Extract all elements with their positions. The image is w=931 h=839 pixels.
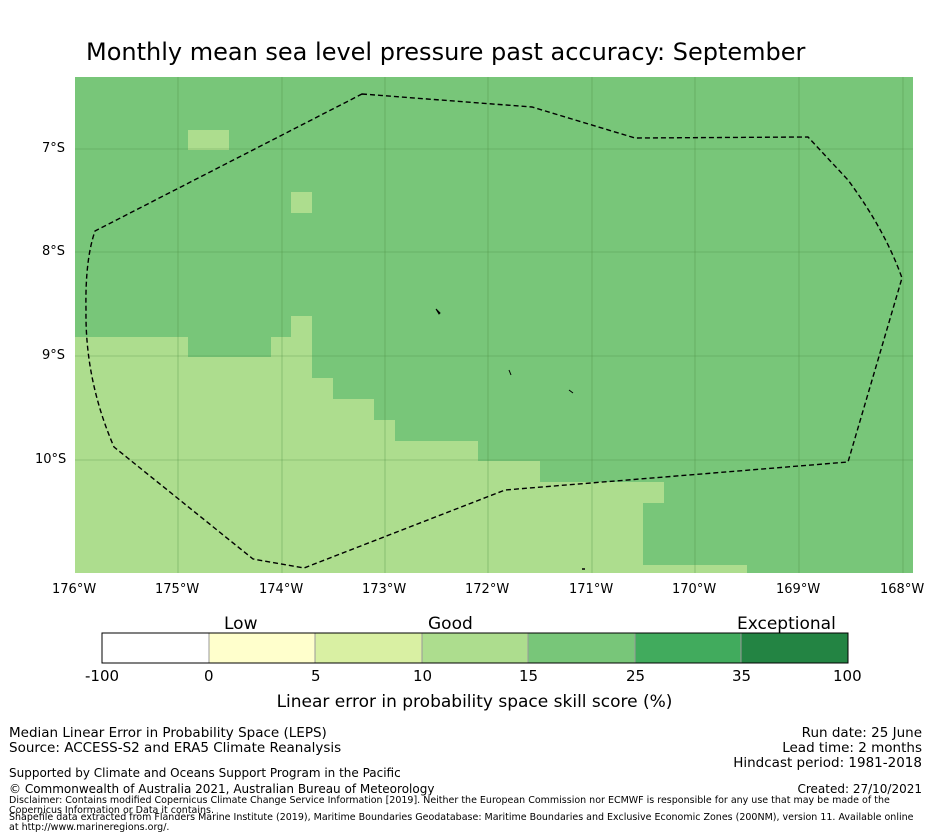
colorbar-tick: 5 <box>311 667 321 685</box>
colorbar-tick: 100 <box>833 667 862 685</box>
lon-label: 173°W <box>362 582 407 597</box>
colorbar-tick: 15 <box>519 667 539 685</box>
colorbar-tick: 10 <box>413 667 433 685</box>
colorbar-segment-3 <box>315 633 422 663</box>
islands <box>435 308 585 570</box>
colorbar-segment-2 <box>209 633 315 663</box>
colorbar-category-exceptional: Exceptional <box>737 614 836 634</box>
lon-label: 172°W <box>465 582 510 597</box>
footer-run-date: Run date: 25 June <box>801 725 922 741</box>
colorbar-title: Linear error in probability space skill … <box>276 692 673 712</box>
good-patch-small <box>291 192 312 213</box>
lon-label: 175°W <box>155 582 200 597</box>
colorbar-segment-5 <box>528 633 635 663</box>
lon-label: 168°W <box>880 582 925 597</box>
footer-disclaimer: Disclaimer: Contains modified Copernicus… <box>9 795 890 816</box>
footer-source: Source: ACCESS-S2 and ERA5 Climate Reana… <box>9 740 342 756</box>
lat-label: 10°S <box>35 452 67 467</box>
lon-label: 174°W <box>259 582 304 597</box>
footer-copyright: © Commonwealth of Australia 2021, Austra… <box>9 782 435 796</box>
footer-supported: Supported by Climate and Oceans Support … <box>9 766 401 780</box>
footer-shapefile: Shapefile data extracted from Flanders M… <box>9 812 914 833</box>
lon-label: 169°W <box>776 582 821 597</box>
colorbar-category-low: Low <box>224 614 258 634</box>
lon-label: 171°W <box>569 582 614 597</box>
map-title: Monthly mean sea level pressure past acc… <box>86 38 806 66</box>
good-patch-north <box>188 130 229 150</box>
footer-created: Created: 27/10/2021 <box>797 782 922 796</box>
colorbar-category-good: Good <box>428 614 473 634</box>
lon-label: 170°W <box>672 582 717 597</box>
lat-label: 8°S <box>42 244 66 259</box>
footer-hindcast: Hindcast period: 1981-2018 <box>733 755 922 771</box>
lon-label: 176°W <box>52 582 97 597</box>
colorbar-tick: 25 <box>626 667 646 685</box>
colorbar-outline <box>101 632 849 664</box>
colorbar <box>101 632 849 664</box>
colorbar-tick: -100 <box>85 667 120 685</box>
gridlines <box>75 77 913 573</box>
colorbar-segment-6 <box>635 633 741 663</box>
colorbar-tick: 0 <box>204 667 214 685</box>
footer-lead-time: Lead time: 2 months <box>782 740 922 756</box>
lat-label: 9°S <box>42 348 66 363</box>
colorbar-segment-4 <box>422 633 528 663</box>
lat-label: 7°S <box>42 141 66 156</box>
colorbar-tick: 35 <box>732 667 752 685</box>
lower-left-good-region <box>75 316 747 573</box>
footer-method: Median Linear Error in Probability Space… <box>9 725 327 741</box>
colorbar-segment-7 <box>741 633 848 663</box>
colorbar-segment-1 <box>102 633 209 663</box>
